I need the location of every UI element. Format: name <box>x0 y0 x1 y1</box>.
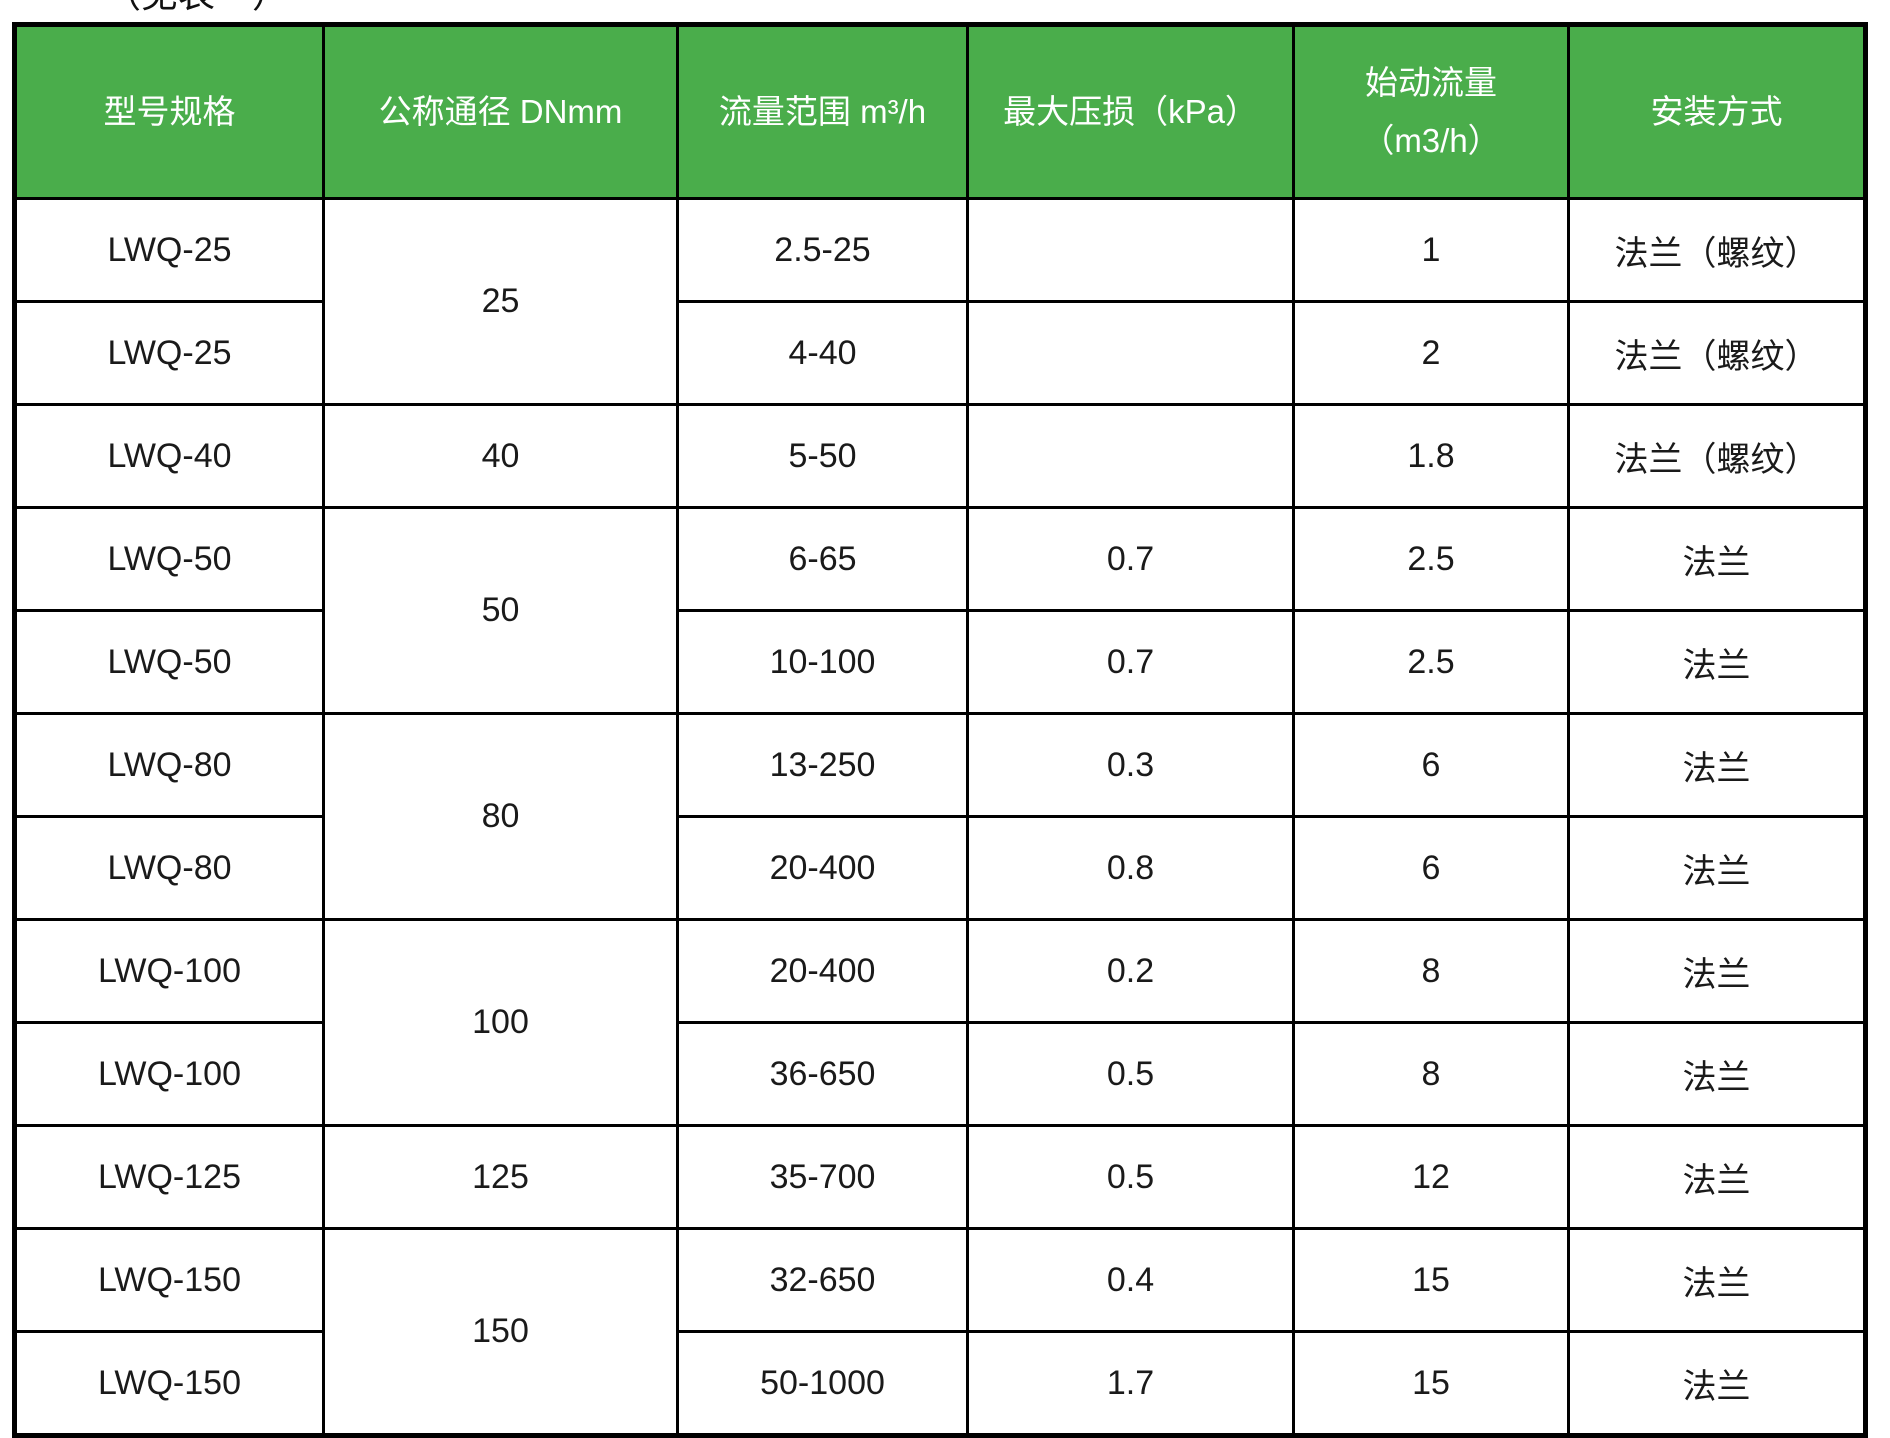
cell-model: LWQ-50 <box>13 506 325 612</box>
cell-install: 法兰 <box>1567 918 1867 1024</box>
cell-model: LWQ-25 <box>13 300 325 406</box>
table-row: LWQ-100 100 20-400 0.2 8 法兰 <box>13 918 1867 1127</box>
table-row: LWQ-80 20-400 0.8 6 法兰 <box>13 815 1867 921</box>
cell-install: 法兰 <box>1567 1124 1867 1230</box>
table-body: LWQ-25 25 2.5-25 1 法兰（螺纹） LWQ-25 4-40 2 法兰（螺纹） LW… <box>13 197 1867 1437</box>
cell-flow-range: 32-650 <box>676 1227 969 1333</box>
column-header-label-line2: （m3/h） <box>1361 122 1501 159</box>
cell-model: LWQ-100 <box>13 918 325 1024</box>
cell-pressure-loss <box>966 403 1295 509</box>
cell-pressure-loss: 0.7 <box>966 506 1295 612</box>
cell-flow-range: 36-650 <box>676 1021 969 1127</box>
cell-start-flow: 1.8 <box>1292 403 1570 509</box>
cell-pressure-loss: 1.7 <box>966 1330 1295 1437</box>
cell-dn: 25 <box>322 197 679 406</box>
table-row: LWQ-100 36-650 0.5 8 法兰 <box>13 1021 1867 1127</box>
cell-install: 法兰 <box>1567 506 1867 612</box>
cell-pressure-loss: 0.7 <box>966 609 1295 715</box>
table-row: LWQ-25 25 2.5-25 1 法兰（螺纹） <box>13 197 1867 406</box>
cell-dn: 100 <box>322 918 679 1127</box>
cell-start-flow: 12 <box>1292 1124 1570 1230</box>
cell-model: LWQ-80 <box>13 712 325 818</box>
cell-install: 法兰（螺纹） <box>1567 197 1867 303</box>
column-header-label: 公称通径 DNmm <box>378 93 623 130</box>
cell-pressure-loss: 0.5 <box>966 1021 1295 1127</box>
cell-dn: 125 <box>322 1124 679 1230</box>
page-title: （见表一） <box>104 0 289 17</box>
cell-start-flow: 8 <box>1292 918 1570 1024</box>
cell-model: LWQ-40 <box>13 403 325 509</box>
column-header-install: 安装方式 <box>1567 23 1867 200</box>
column-header-dn: 公称通径 DNmm <box>322 23 679 200</box>
cell-pressure-loss <box>966 197 1295 303</box>
table-row: LWQ-80 80 13-250 0.3 6 法兰 <box>13 712 1867 921</box>
cell-install: 法兰 <box>1567 1330 1867 1437</box>
cell-start-flow: 2.5 <box>1292 506 1570 612</box>
cell-start-flow: 2.5 <box>1292 609 1570 715</box>
column-header-label: 始动流量 <box>1365 64 1497 101</box>
cell-install: 法兰 <box>1567 1227 1867 1333</box>
cell-install: 法兰 <box>1567 609 1867 715</box>
cell-dn: 50 <box>322 506 679 715</box>
cell-install: 法兰 <box>1567 1021 1867 1127</box>
cell-model: LWQ-80 <box>13 815 325 921</box>
cell-start-flow: 6 <box>1292 712 1570 818</box>
cell-pressure-loss: 0.3 <box>966 712 1295 818</box>
table-row: LWQ-50 50 6-65 0.7 2.5 法兰 <box>13 506 1867 715</box>
cell-start-flow: 8 <box>1292 1021 1570 1127</box>
cell-dn: 80 <box>322 712 679 921</box>
cell-model: LWQ-25 <box>13 197 325 303</box>
cell-model: LWQ-50 <box>13 609 325 715</box>
cell-model: LWQ-150 <box>13 1227 325 1333</box>
column-header-flow-range: 流量范围 m³/h <box>676 23 969 200</box>
cell-start-flow: 6 <box>1292 815 1570 921</box>
column-header-label: 型号规格 <box>103 93 236 130</box>
cell-flow-range: 2.5-25 <box>676 197 969 303</box>
cell-pressure-loss: 0.2 <box>966 918 1295 1024</box>
column-header-model: 型号规格 <box>13 23 325 200</box>
table-row: LWQ-50 10-100 0.7 2.5 法兰 <box>13 609 1867 715</box>
column-header-label: 流量范围 m³/h <box>718 93 927 130</box>
table-row: LWQ-150 150 32-650 0.4 15 法兰 <box>13 1227 1867 1437</box>
cell-start-flow: 2 <box>1292 300 1570 406</box>
cell-model: LWQ-150 <box>13 1330 325 1437</box>
cell-install: 法兰 <box>1567 712 1867 818</box>
cell-flow-range: 6-65 <box>676 506 969 612</box>
cell-install: 法兰（螺纹） <box>1567 403 1867 509</box>
spec-table: 型号规格 公称通径 DNmm 流量范围 m³/h 最大压损（kPa） 始动流量 … <box>12 22 1868 1438</box>
table-row: LWQ-25 4-40 2 法兰（螺纹） <box>13 300 1867 406</box>
cell-install: 法兰 <box>1567 815 1867 921</box>
cell-flow-range: 35-700 <box>676 1124 969 1230</box>
cell-install: 法兰（螺纹） <box>1567 300 1867 406</box>
cell-flow-range: 13-250 <box>676 712 969 818</box>
cell-start-flow: 15 <box>1292 1330 1570 1437</box>
cell-flow-range: 50-1000 <box>676 1330 969 1437</box>
table-row: LWQ-150 50-1000 1.7 15 法兰 <box>13 1330 1867 1437</box>
column-header-pressure-loss: 最大压损（kPa） <box>966 23 1295 200</box>
cell-pressure-loss: 0.8 <box>966 815 1295 921</box>
cell-pressure-loss <box>966 300 1295 406</box>
cell-pressure-loss: 0.4 <box>966 1227 1295 1333</box>
cell-dn: 150 <box>322 1227 679 1437</box>
cell-model: LWQ-125 <box>13 1124 325 1230</box>
cell-dn: 40 <box>322 403 679 509</box>
cell-start-flow: 1 <box>1292 197 1570 303</box>
cell-flow-range: 20-400 <box>676 918 969 1024</box>
header-row: 型号规格 公称通径 DNmm 流量范围 m³/h 最大压损（kPa） 始动流量 … <box>13 23 1867 200</box>
cell-flow-range: 5-50 <box>676 403 969 509</box>
column-header-start-flow: 始动流量 （m3/h） <box>1292 23 1570 200</box>
column-header-label: 安装方式 <box>1650 93 1783 130</box>
cell-pressure-loss: 0.5 <box>966 1124 1295 1230</box>
cell-model: LWQ-100 <box>13 1021 325 1127</box>
cell-flow-range: 10-100 <box>676 609 969 715</box>
cell-start-flow: 15 <box>1292 1227 1570 1333</box>
table-row: LWQ-40 40 5-50 1.8 法兰（螺纹） <box>13 403 1867 509</box>
cell-flow-range: 4-40 <box>676 300 969 406</box>
cell-flow-range: 20-400 <box>676 815 969 921</box>
column-header-label: 最大压损（kPa） <box>1003 93 1258 130</box>
table-row: LWQ-125 125 35-700 0.5 12 法兰 <box>13 1124 1867 1230</box>
